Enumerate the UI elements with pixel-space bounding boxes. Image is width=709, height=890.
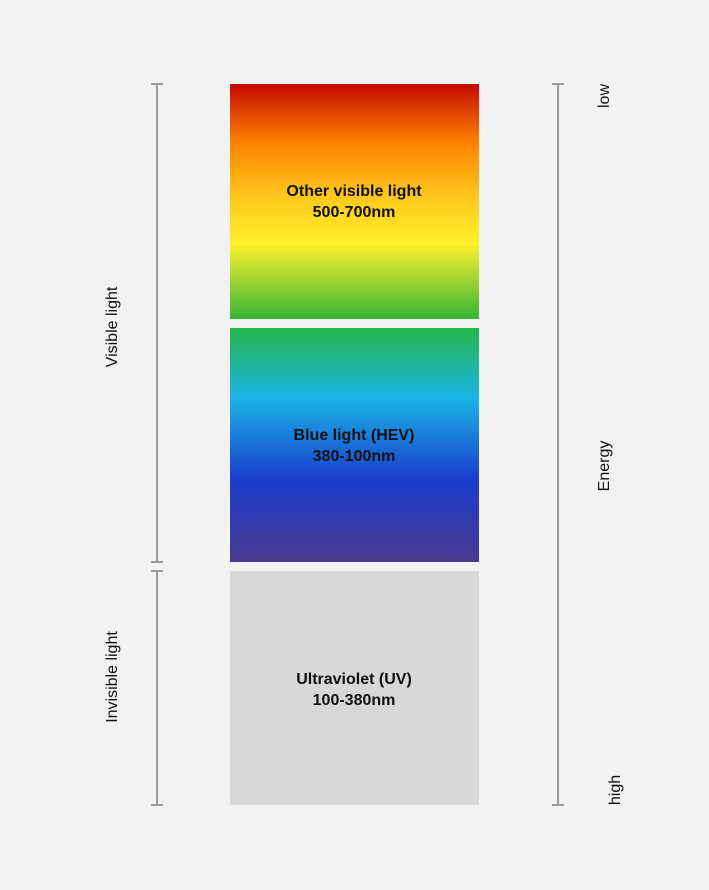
band-visible [230, 84, 479, 319]
band-range: 500-700nm [313, 204, 396, 221]
bracket-invisible [151, 570, 163, 806]
band-name: Blue light (HEV) [294, 427, 415, 444]
energy-high: high [607, 775, 624, 805]
bracket-label: Visible light [104, 286, 121, 367]
energy-label: Energy [596, 441, 613, 492]
bracket-label: Invisible light [104, 631, 121, 723]
energy-axis [552, 83, 564, 806]
band-name: Other visible light [286, 183, 422, 200]
energy-low: low [596, 84, 613, 108]
bracket-visible [151, 83, 163, 563]
band-blue [230, 328, 479, 562]
band-range: 380-100nm [313, 448, 396, 465]
band-uv [230, 571, 479, 805]
band-name: Ultraviolet (UV) [296, 671, 412, 688]
band-range: 100-380nm [313, 692, 396, 709]
